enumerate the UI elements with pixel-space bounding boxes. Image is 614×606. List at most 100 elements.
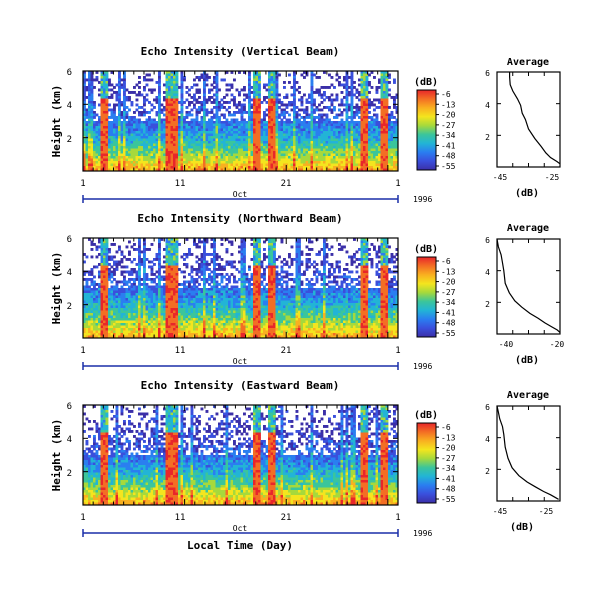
heatmap-cell — [333, 161, 336, 164]
heatmap-cell — [188, 161, 191, 164]
heatmap-cell — [353, 146, 356, 149]
heatmap-cell — [371, 131, 374, 134]
heatmap-cell — [176, 129, 179, 132]
heatmap-cell — [96, 129, 99, 132]
heatmap-cell — [358, 149, 361, 152]
heatmap-cell — [313, 109, 316, 112]
heatmap-cell — [113, 311, 116, 314]
heatmap-cell — [346, 76, 349, 79]
heatmap-cell — [316, 124, 319, 127]
heatmap-cell — [353, 129, 356, 132]
heatmap-cell — [151, 119, 154, 122]
heatmap-cell — [306, 111, 309, 114]
heatmap-cell — [96, 149, 99, 152]
heatmap-cell — [146, 136, 149, 139]
heatmap-cell — [308, 166, 311, 169]
heatmap-cell — [228, 164, 231, 167]
heatmap-cell — [211, 84, 214, 87]
heatmap-cell — [241, 144, 244, 147]
heatmap-cell — [86, 151, 89, 154]
heatmap-cell — [121, 313, 124, 316]
heatmap-cell — [311, 94, 314, 97]
heatmap-cell — [351, 124, 354, 127]
heatmap-cell — [168, 134, 171, 137]
heatmap-cell — [286, 136, 289, 139]
heatmap-cell — [106, 111, 109, 114]
heatmap-cell — [146, 151, 149, 154]
heatmap-cell — [276, 106, 279, 109]
heatmap-cell — [113, 149, 116, 152]
heatmap-cell — [106, 323, 109, 326]
heatmap-cell — [201, 131, 204, 134]
heatmap-cell — [153, 124, 156, 127]
heatmap-cell — [176, 141, 179, 144]
heatmap-cell — [86, 308, 89, 311]
heatmap-cell — [301, 144, 304, 147]
heatmap-cell — [186, 141, 189, 144]
heatmap-cell — [213, 159, 216, 162]
heatmap-cell — [156, 141, 159, 144]
heatmap-cell — [123, 99, 126, 102]
heatmap-cell — [103, 156, 106, 159]
heatmap-cell — [353, 116, 356, 119]
heatmap-cell — [93, 79, 96, 82]
heatmap-cell — [216, 101, 219, 104]
heatmap-cell — [348, 139, 351, 142]
heatmap-cell — [156, 308, 159, 311]
heatmap-cell — [128, 333, 131, 336]
heatmap-cell — [176, 106, 179, 109]
heatmap-cell — [123, 129, 126, 132]
heatmap-cell — [341, 149, 344, 152]
heatmap-cell — [111, 146, 114, 149]
heatmap-cell — [268, 146, 271, 149]
heatmap-cell — [283, 141, 286, 144]
heatmap-cell — [133, 156, 136, 159]
heatmap-cell — [251, 111, 254, 114]
heatmap-cell — [206, 124, 209, 127]
heatmap-cell — [131, 116, 134, 119]
heatmap-cell — [106, 258, 109, 261]
heatmap-cell — [101, 298, 104, 301]
heatmap-cell — [116, 156, 119, 159]
heatmap-cell — [323, 166, 326, 169]
heatmap-cell — [163, 154, 166, 157]
heatmap-cell — [368, 151, 371, 154]
heatmap-cell — [328, 151, 331, 154]
heatmap-cell — [358, 161, 361, 164]
heatmap-cell — [203, 99, 206, 102]
heatmap-cell — [163, 276, 166, 279]
heatmap-cell — [161, 278, 164, 281]
heatmap-cell — [376, 106, 379, 109]
heatmap-cell — [138, 139, 141, 142]
heatmap-cell — [271, 116, 274, 119]
heatmap-cell — [141, 144, 144, 147]
heatmap-cell — [391, 149, 394, 152]
heatmap-cell — [166, 154, 169, 157]
heatmap-cell — [171, 111, 174, 114]
heatmap-cell — [176, 161, 179, 164]
heatmap-cell — [348, 144, 351, 147]
heatmap-cell — [101, 331, 104, 334]
heatmap-cell — [136, 121, 139, 124]
heatmap-cell — [341, 134, 344, 137]
heatmap-cell — [153, 106, 156, 109]
heatmap-cell — [93, 313, 96, 316]
heatmap-cell — [146, 258, 149, 261]
heatmap-cell — [341, 136, 344, 139]
heatmap-cell — [166, 251, 169, 254]
heatmap-cell — [298, 136, 301, 139]
heatmap-cell — [153, 121, 156, 124]
heatmap-cell — [371, 126, 374, 129]
heatmap-cell — [268, 94, 271, 97]
heatmap-cell — [106, 321, 109, 324]
heatmap-cell — [103, 96, 106, 99]
heatmap-cell — [286, 111, 289, 114]
heatmap-cell — [108, 124, 111, 127]
heatmap-cell — [323, 154, 326, 157]
heatmap-cell — [366, 159, 369, 162]
heatmap-cell — [248, 144, 251, 147]
heatmap-cell — [371, 134, 374, 137]
heatmap-cell — [376, 121, 379, 124]
heatmap-cell — [118, 104, 121, 107]
heatmap-cell — [163, 149, 166, 152]
